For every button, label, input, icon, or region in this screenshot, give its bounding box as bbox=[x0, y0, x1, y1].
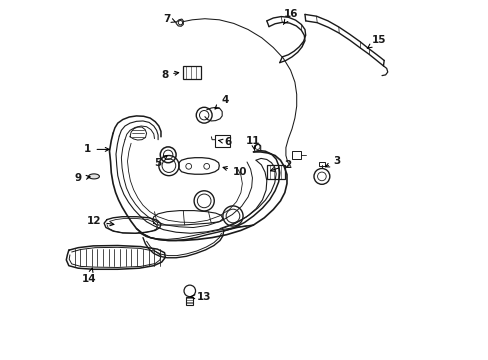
Text: 8: 8 bbox=[161, 70, 178, 80]
Bar bbox=[186, 297, 193, 305]
Text: 13: 13 bbox=[190, 292, 211, 302]
Text: 3: 3 bbox=[325, 156, 340, 167]
Text: 2: 2 bbox=[270, 160, 291, 171]
Bar bbox=[215, 135, 230, 147]
Text: 15: 15 bbox=[366, 35, 386, 48]
Bar bbox=[291, 151, 301, 159]
Bar bbox=[182, 66, 201, 79]
Text: 10: 10 bbox=[223, 167, 247, 177]
Text: 12: 12 bbox=[86, 216, 114, 226]
Text: 16: 16 bbox=[283, 9, 297, 24]
Text: 11: 11 bbox=[246, 136, 260, 149]
Text: 1: 1 bbox=[84, 144, 109, 154]
Text: 5: 5 bbox=[153, 156, 167, 168]
Text: 9: 9 bbox=[75, 173, 90, 183]
Text: 4: 4 bbox=[215, 95, 228, 109]
Bar bbox=[266, 165, 284, 179]
Text: 7: 7 bbox=[163, 14, 176, 24]
Bar bbox=[318, 162, 325, 166]
Text: 14: 14 bbox=[81, 268, 96, 284]
Text: 6: 6 bbox=[218, 137, 231, 147]
Ellipse shape bbox=[88, 174, 99, 179]
